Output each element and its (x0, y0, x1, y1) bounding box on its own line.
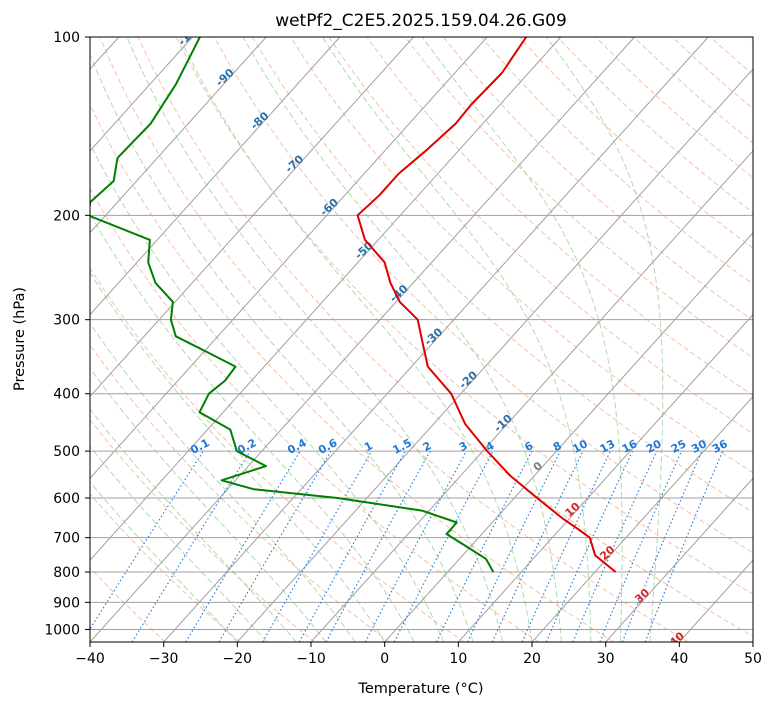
moist-adiabat (421, 37, 623, 642)
isotherm-gridline (236, 68, 753, 642)
y-tick-label: 800 (53, 565, 80, 581)
dry-adiabat (99, 37, 689, 642)
y-tick-label: 200 (53, 208, 80, 224)
mixing-ratio-label: 25 (669, 437, 689, 456)
mixing-ratio-line (644, 450, 724, 642)
dry-adiabat (90, 566, 166, 642)
mixing-ratio-line (298, 450, 406, 642)
isotherm-gridline (531, 395, 753, 642)
moist-adiabat (322, 37, 592, 642)
dry-adiabat (328, 37, 753, 435)
x-tick-label: 10 (449, 651, 467, 667)
moist-adiabat (90, 481, 238, 642)
isotherm-gridline (90, 37, 488, 480)
mixing-ratio-line (545, 450, 633, 642)
isotherm-label: -100 (176, 20, 205, 48)
dry-adiabat (213, 37, 753, 554)
mixing-ratio-label: 16 (620, 437, 640, 456)
moist-adiabat (90, 52, 474, 642)
x-tick-label: −10 (296, 651, 326, 667)
mixing-ratio-line (325, 450, 431, 642)
isotherm-gridline (90, 37, 341, 316)
isotherm-gridline (90, 37, 414, 398)
isotherm-gridline (457, 313, 753, 642)
moist-adiabat (90, 367, 327, 642)
x-tick-label: −20 (223, 651, 253, 667)
isotherm-gridline (384, 231, 753, 642)
mixing-ratio-line (621, 450, 703, 642)
mixing-ratio-line (131, 450, 251, 642)
y-tick-label: 100 (53, 30, 80, 46)
mixing-ratio-label: 10 (570, 437, 590, 456)
axes: −40 −30 −20 −10 0 10 20 30 40 50 100 200 300 400 500 60… (44, 30, 762, 667)
y-axis-label: Pressure (hPa) (12, 287, 28, 391)
mixing-ratio-label: 13 (598, 437, 618, 456)
moist-adiabat (126, 37, 503, 642)
x-tick-label: −30 (149, 651, 179, 667)
moist-adiabat (90, 322, 356, 642)
x-axis-label: Temperature (°C) (357, 681, 483, 697)
dry-adiabat (90, 418, 316, 642)
isotherm-gridline (310, 150, 753, 642)
y-tick-label: 700 (53, 531, 80, 547)
dry-adiabat (481, 37, 753, 285)
dry-adiabat (366, 37, 753, 396)
y-tick-label: 500 (53, 444, 80, 460)
dry-adiabat (442, 37, 753, 322)
line-labels: 0.10.20.40.611.52346810131620253036-100-… (176, 20, 731, 642)
isotherm-gridline (90, 37, 635, 642)
x-tick-label: −40 (75, 651, 105, 667)
moist-adiabat (242, 37, 562, 642)
dry-adiabat (90, 267, 465, 642)
mixing-ratio-line (435, 450, 533, 642)
x-tick-label: 30 (597, 651, 615, 667)
mixing-ratio-line (599, 450, 682, 642)
mixing-ratio-line (90, 450, 204, 630)
mixing-ratio-label: 30 (689, 437, 709, 456)
moist-adiabat (90, 142, 445, 642)
plot-frame (89, 36, 754, 643)
background-lines (90, 37, 753, 642)
y-tick-label: 400 (53, 387, 80, 403)
isotherm-gridline (90, 37, 267, 234)
x-tick-label: 40 (670, 651, 688, 667)
y-tick-label: 600 (53, 491, 80, 507)
moist-adiabat (90, 408, 297, 642)
mixing-ratio-label: 20 (644, 437, 664, 456)
temperature-profile-line (356, 37, 617, 573)
x-tick-label: 0 (380, 651, 389, 667)
dry-adiabat (175, 37, 753, 595)
dry-adiabat (251, 37, 753, 513)
dry-adiabat (90, 187, 540, 642)
y-tick-label: 300 (53, 313, 80, 329)
moist-adiabat (178, 37, 533, 642)
moist-adiabat (90, 445, 268, 642)
y-tick-label: 1000 (44, 622, 80, 638)
chart-title: wetPf2_C2E5.2025.159.04.26.G09 (275, 11, 567, 31)
sounding-series (90, 37, 617, 573)
dry-adiabat (90, 103, 614, 642)
y-tick-label: 900 (53, 595, 80, 611)
dry-adiabat (90, 344, 390, 642)
isotherm-gridline (163, 37, 709, 642)
mixing-ratio-label: 36 (710, 437, 730, 456)
isotherm-gridline (605, 477, 753, 642)
moist-adiabat (90, 271, 386, 642)
isotherm-gridline (90, 37, 562, 561)
mixing-ratio-line (364, 450, 467, 642)
isotherm-gridline (90, 37, 193, 152)
moist-adiabat (546, 37, 664, 642)
dewpoint-profile-line (90, 37, 495, 573)
x-tick-label: 50 (744, 651, 762, 667)
x-tick-label: 20 (523, 651, 541, 667)
